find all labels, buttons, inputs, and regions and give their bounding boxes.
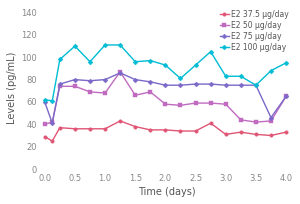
E2 100 μg/day [254,84,258,86]
E2 75 μg/day [50,122,54,124]
E2 100 μg/day [284,62,288,64]
E2 100 μg/day [58,58,61,61]
E2 75 μg/day [209,83,212,85]
E2 37.5 μg/day [209,122,212,124]
Legend: E2 37.5 μg/day, E2 50 μg/day, E2 75 μg/day, E2 100 μg/day: E2 37.5 μg/day, E2 50 μg/day, E2 75 μg/d… [218,9,291,53]
E2 100 μg/day [73,45,77,47]
E2 50 μg/day [209,102,212,104]
Y-axis label: Levels (pg/mL): Levels (pg/mL) [7,52,17,124]
E2 50 μg/day [239,119,243,121]
E2 37.5 μg/day [194,130,197,132]
E2 50 μg/day [88,91,92,93]
E2 50 μg/day [134,94,137,96]
E2 50 μg/day [194,102,197,104]
E2 100 μg/day [269,69,273,72]
E2 50 μg/day [179,104,182,106]
E2 37.5 μg/day [254,133,258,136]
E2 37.5 μg/day [88,128,92,130]
E2 75 μg/day [134,78,137,81]
E2 50 μg/day [224,103,227,105]
E2 50 μg/day [73,85,77,88]
E2 100 μg/day [88,61,92,63]
E2 75 μg/day [43,101,46,103]
E2 75 μg/day [148,81,152,83]
E2 75 μg/day [88,80,92,82]
E2 100 μg/day [209,50,212,53]
Line: E2 50 μg/day: E2 50 μg/day [43,70,288,126]
Line: E2 75 μg/day: E2 75 μg/day [43,71,288,125]
E2 75 μg/day [284,95,288,98]
E2 100 μg/day [43,99,46,101]
E2 37.5 μg/day [284,131,288,133]
E2 50 μg/day [148,91,152,93]
E2 100 μg/day [194,64,197,66]
E2 50 μg/day [43,123,46,125]
E2 50 μg/day [254,121,258,123]
E2 37.5 μg/day [134,125,137,128]
E2 75 μg/day [103,78,107,81]
E2 75 μg/day [269,116,273,119]
E2 100 μg/day [118,44,122,46]
E2 75 μg/day [254,84,258,86]
E2 100 μg/day [239,75,243,78]
E2 37.5 μg/day [224,133,227,136]
E2 37.5 μg/day [118,120,122,122]
E2 50 μg/day [284,95,288,98]
E2 37.5 μg/day [239,131,243,133]
E2 75 μg/day [239,84,243,86]
E2 37.5 μg/day [58,126,61,129]
Line: E2 37.5 μg/day: E2 37.5 μg/day [43,119,288,143]
E2 100 μg/day [134,61,137,63]
E2 100 μg/day [179,77,182,80]
E2 50 μg/day [58,85,61,88]
E2 75 μg/day [224,84,227,86]
E2 100 μg/day [50,100,54,102]
E2 37.5 μg/day [269,134,273,137]
E2 75 μg/day [73,78,77,81]
E2 37.5 μg/day [148,129,152,131]
E2 75 μg/day [118,72,122,74]
E2 50 μg/day [103,92,107,94]
E2 37.5 μg/day [43,135,46,138]
E2 50 μg/day [269,120,273,122]
E2 37.5 μg/day [164,129,167,131]
E2 100 μg/day [164,64,167,66]
E2 75 μg/day [179,84,182,86]
E2 37.5 μg/day [179,130,182,132]
E2 50 μg/day [50,121,54,123]
X-axis label: Time (days): Time (days) [138,187,196,197]
Line: E2 100 μg/day: E2 100 μg/day [43,43,288,103]
E2 50 μg/day [118,71,122,73]
E2 37.5 μg/day [103,128,107,130]
E2 75 μg/day [164,84,167,86]
E2 75 μg/day [58,83,61,85]
E2 37.5 μg/day [73,128,77,130]
E2 37.5 μg/day [50,140,54,142]
E2 100 μg/day [103,44,107,46]
E2 100 μg/day [148,59,152,62]
E2 75 μg/day [194,83,197,85]
E2 100 μg/day [224,75,227,78]
E2 50 μg/day [164,103,167,105]
